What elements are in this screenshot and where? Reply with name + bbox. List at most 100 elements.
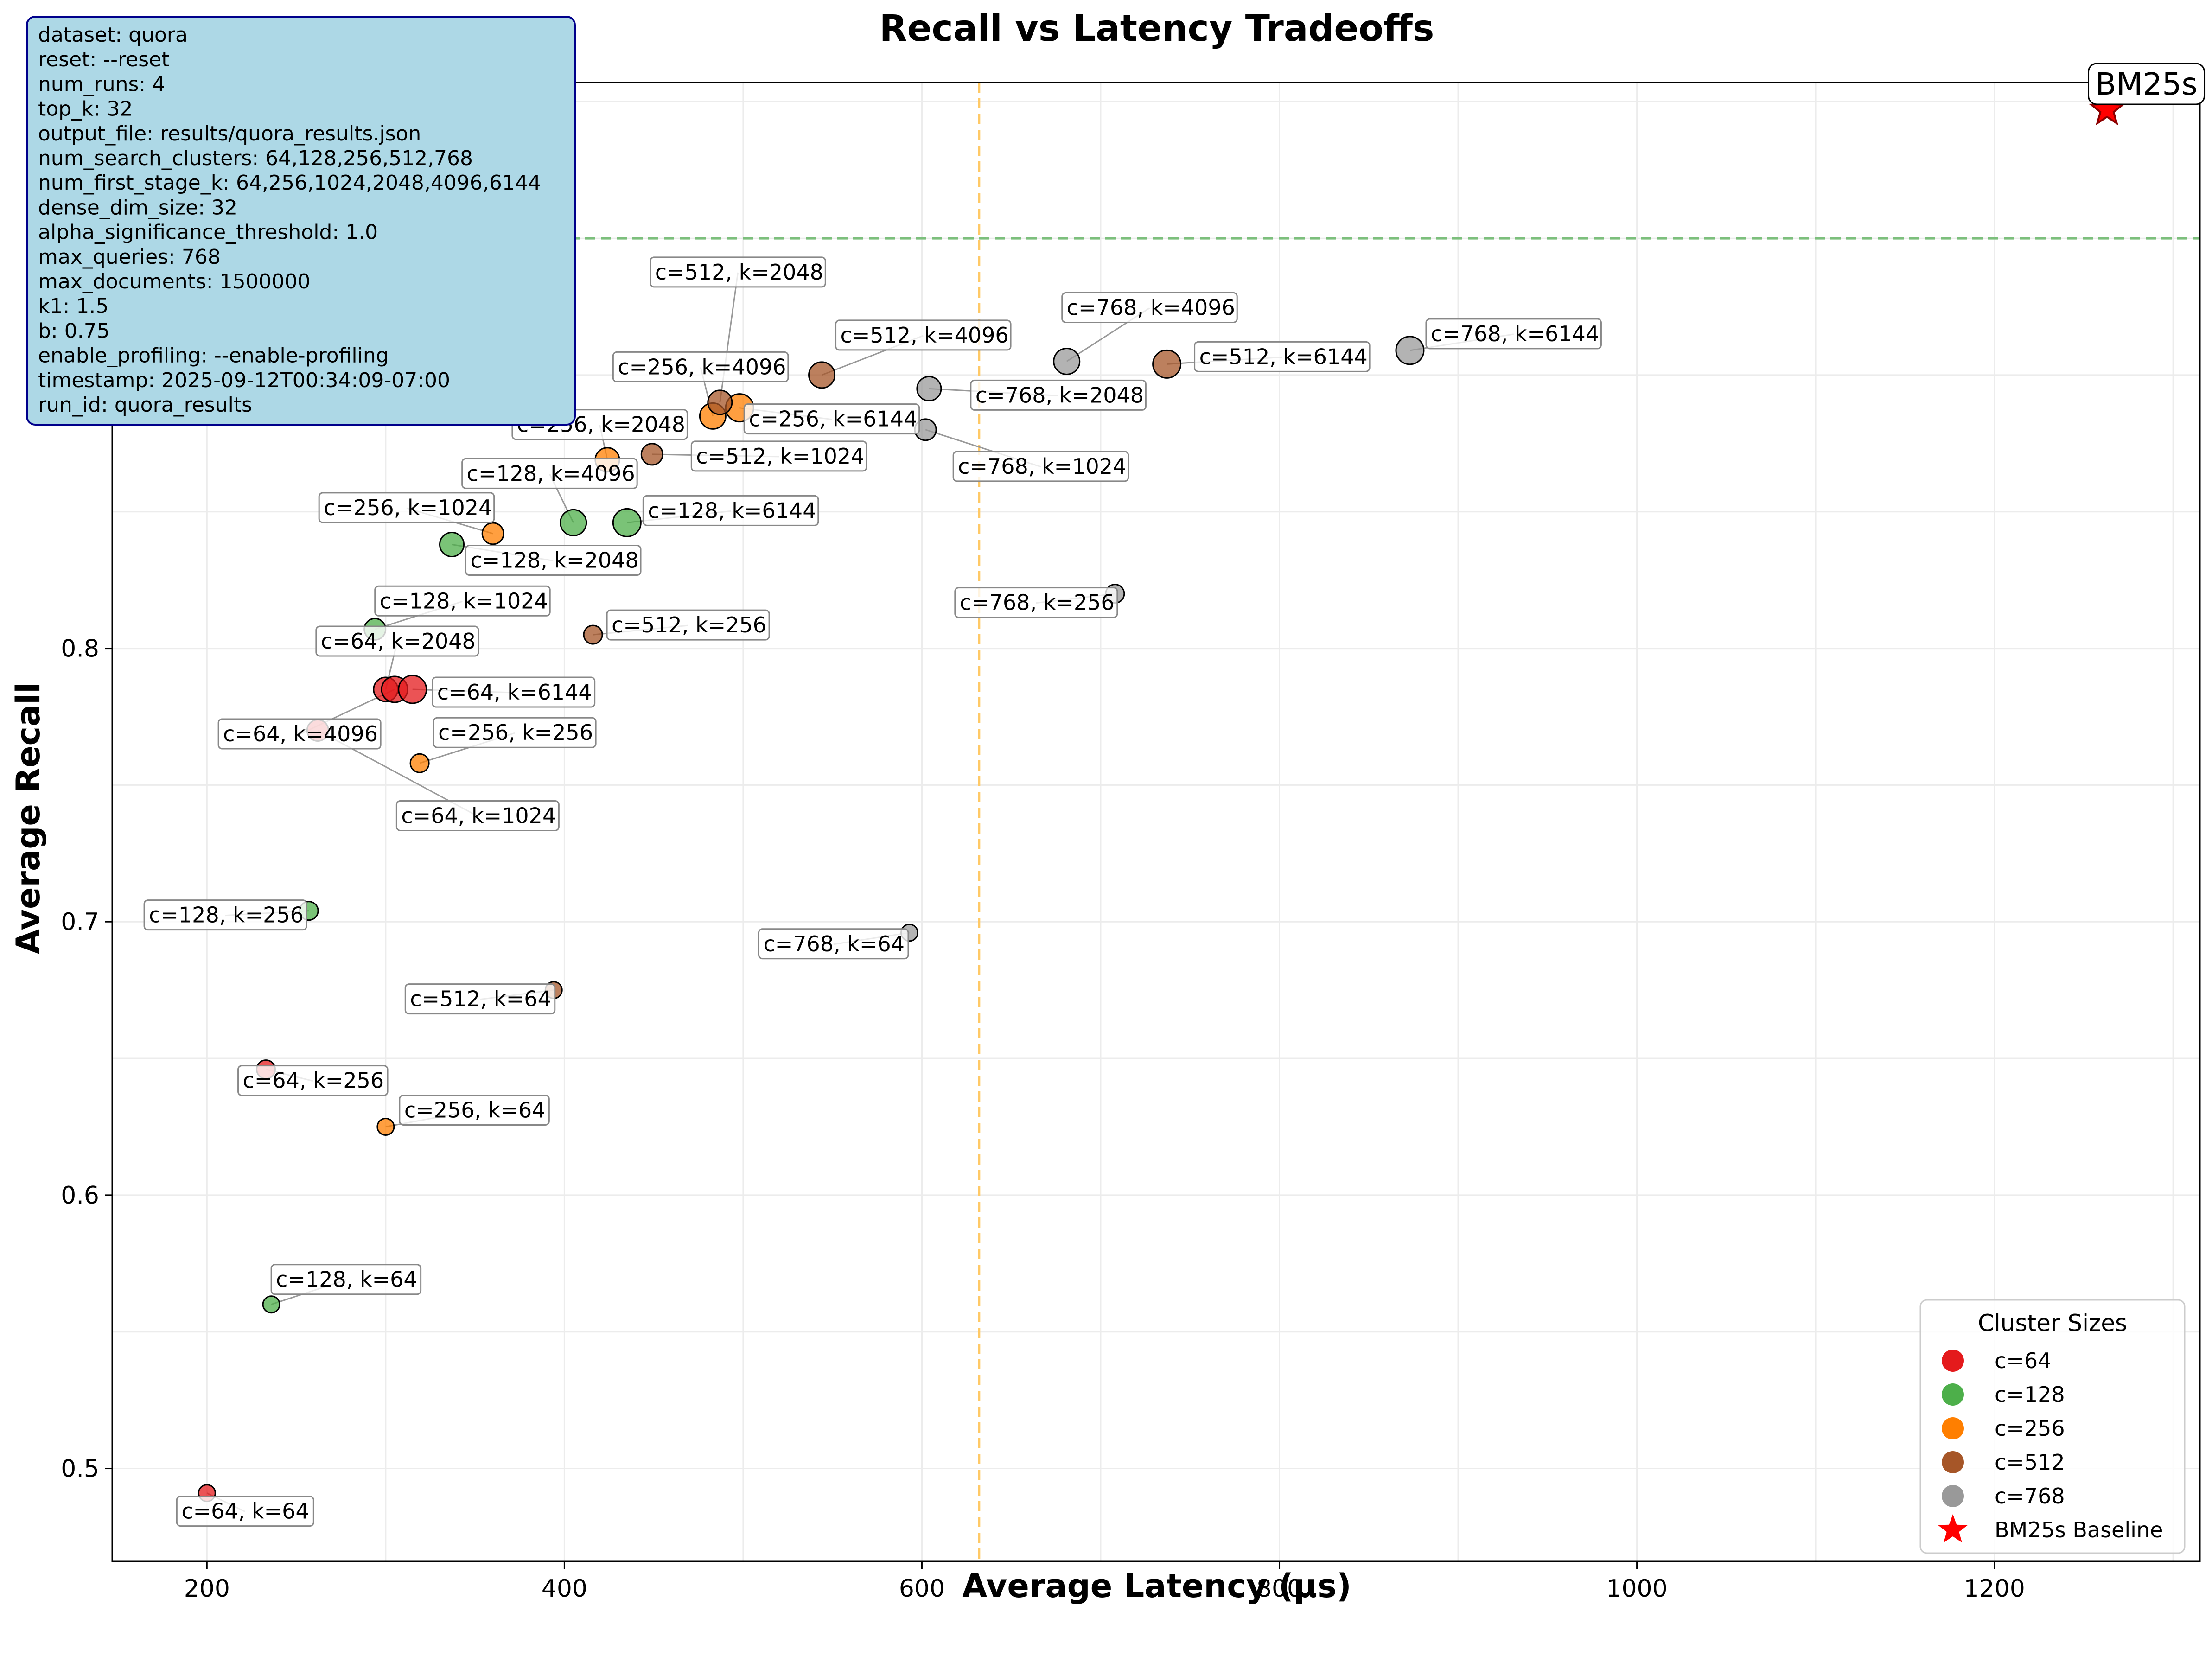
point-label: c=768, k=1024: [958, 454, 1126, 479]
point-label: c=768, k=256: [960, 590, 1115, 615]
legend-label: c=128: [1995, 1382, 2065, 1407]
legend-marker: [1942, 1485, 1964, 1507]
config-line: k1: 1.5: [38, 294, 108, 318]
data-point: [398, 675, 427, 704]
point-label-box: [1425, 318, 1602, 350]
baseline-label: BM25s: [2095, 66, 2198, 102]
y-axis-label: Average Recall: [9, 682, 47, 955]
point-label-box: [395, 800, 560, 831]
data-point: [707, 389, 733, 415]
point-label-box: [606, 609, 770, 641]
data-point: [409, 753, 430, 773]
point-label: c=128, k=4096: [467, 461, 635, 486]
legend-label: c=256: [1995, 1416, 2065, 1441]
legend: Cluster Sizes c=64 c=128 c=256 c=512 c=768 BM…: [1919, 1299, 2186, 1554]
point-label-box: [176, 1496, 314, 1527]
point-label-box: [461, 458, 638, 489]
point-label-box: [1061, 292, 1238, 323]
y-tick-label: 0.5: [61, 1455, 99, 1483]
legend-label: c=768: [1995, 1484, 2065, 1509]
point-label: c=512, k=4096: [841, 323, 1009, 348]
point-label: c=256, k=6144: [749, 407, 917, 432]
legend-label: BM25s Baseline: [1995, 1517, 2163, 1542]
config-line: dataset: quora: [38, 23, 188, 47]
point-label-box: [970, 379, 1147, 411]
chart-title: Recall vs Latency Tradeoffs: [880, 8, 1434, 50]
point-label: c=512, k=64: [410, 987, 551, 1012]
y-tick-label: 0.6: [61, 1182, 99, 1210]
point-label-box: [237, 1065, 389, 1096]
point-label-box: [612, 351, 789, 382]
config-line: alpha_significance_threshold: 1.0: [38, 221, 378, 244]
point-labels: c=64, k=64 c=64, k=256 c=64, k=1024 c=64, k…: [143, 256, 1602, 1527]
point-label: c=128, k=6144: [648, 498, 816, 523]
point-label: c=64, k=6144: [437, 680, 592, 705]
point-label-box: [690, 440, 867, 472]
point-label: c=256, k=64: [404, 1097, 546, 1122]
data-point: [583, 624, 603, 645]
legend-marker: [1942, 1350, 1964, 1372]
point-label-box: [315, 625, 479, 657]
config-line: max_documents: 1500000: [38, 270, 311, 293]
config-line: timestamp: 2025-09-12T00:34:09-07:00: [38, 369, 450, 392]
point-label-box: [758, 928, 909, 960]
plot-area-frame: [111, 82, 2201, 1562]
point-label-box: [642, 495, 819, 526]
data-point: [560, 509, 587, 536]
config-line: num_search_clusters: 64,128,256,512,768: [38, 146, 473, 170]
x-tick-label: 1000: [1606, 1575, 1667, 1603]
point-label: c=64, k=1024: [401, 803, 556, 828]
x-axis-label: Average Latency (μs): [962, 1567, 1351, 1605]
x-tick-label: 600: [899, 1575, 945, 1603]
data-point: [1152, 349, 1182, 379]
x-tick-label: 200: [184, 1575, 230, 1603]
config-line: enable_profiling: --enable-profiling: [38, 344, 389, 368]
point-label-box: [433, 717, 597, 748]
point-label: c=768, k=6144: [1431, 321, 1599, 346]
point-label: c=128, k=1024: [380, 588, 548, 613]
config-line: output_file: results/quora_results.json: [38, 122, 421, 146]
point-label-box: [270, 1264, 422, 1295]
point-label-box: [650, 256, 826, 288]
legend-marker: [1942, 1451, 1964, 1473]
label-connector: [719, 272, 739, 403]
x-tick-label: 1200: [1963, 1575, 2025, 1603]
data-point: [376, 1117, 395, 1136]
legend-title: Cluster Sizes: [1978, 1310, 2127, 1337]
point-label: c=512, k=6144: [1199, 344, 1368, 369]
data-point: [439, 532, 465, 558]
point-label: c=64, k=64: [181, 1499, 309, 1524]
data-point: [1395, 336, 1425, 365]
point-label-box: [835, 319, 1012, 351]
point-label-box: [404, 983, 556, 1015]
point-label-box: [318, 492, 495, 523]
data-point: [640, 443, 663, 466]
point-label-box: [743, 403, 920, 435]
point-label: c=768, k=64: [763, 931, 905, 956]
point-label-box: [374, 585, 551, 617]
point-label-box: [217, 718, 382, 750]
data-point: [808, 361, 836, 389]
y-tick-label: 0.7: [61, 908, 99, 936]
point-label: c=64, k=2048: [321, 629, 476, 654]
point-label: c=512, k=2048: [655, 260, 823, 285]
bm25s-baseline: BM25s: [2088, 63, 2206, 126]
config-line: b: 0.75: [38, 319, 110, 343]
point-label: c=128, k=64: [276, 1267, 417, 1292]
point-label: c=256, k=4096: [618, 354, 786, 379]
point-label: c=128, k=256: [149, 903, 304, 928]
legend-label: c=512: [1995, 1450, 2065, 1475]
axis-ticks: 200 400 600 800 1000 1200 0.5 0.6 0.7 0.8: [61, 635, 2025, 1603]
config-line: num_first_stage_k: 64,256,1024,2048,4096…: [38, 171, 541, 195]
legend-marker: [1942, 1417, 1964, 1439]
point-label: c=512, k=256: [612, 612, 766, 637]
legend-star-icon: [1938, 1514, 1968, 1543]
point-label: c=256, k=256: [438, 720, 593, 745]
point-label: c=128, k=2048: [471, 548, 639, 573]
data-point: [1053, 347, 1081, 375]
config-line: num_runs: 4: [38, 72, 165, 96]
config-line: run_id: quora_results: [38, 393, 252, 417]
point-label: c=768, k=2048: [975, 382, 1144, 408]
